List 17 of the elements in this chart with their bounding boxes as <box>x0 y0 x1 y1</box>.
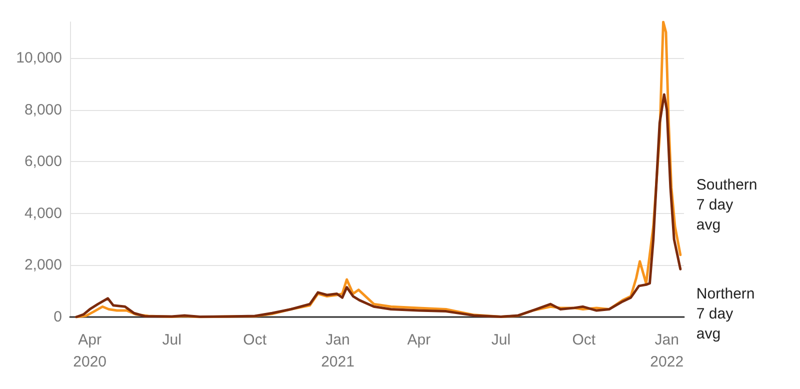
line-series <box>75 93 682 318</box>
y-tick-label: 6,000 <box>24 153 62 170</box>
x-tick-label: Apr <box>407 332 431 348</box>
y-tick-label: 10,000 <box>16 50 62 67</box>
y-tick-label: 2,000 <box>24 256 62 274</box>
x-tick-label: Oct <box>572 332 596 348</box>
series-label: Southern 7 day avg <box>696 176 758 234</box>
x-tick-label: Jan 2022 <box>650 332 684 370</box>
y-tick-label: 8,000 <box>24 101 62 118</box>
y-tick-label: 0 <box>54 308 62 326</box>
x-tick-label: Jan 2021 <box>321 332 354 370</box>
series-label: Northern 7 day avg <box>696 286 755 343</box>
x-tick-label: Jul <box>162 332 182 348</box>
y-tick-label: 4,000 <box>24 204 62 222</box>
x-tick-label: Oct <box>243 332 268 348</box>
x-tick-label: Apr 2020 <box>73 332 107 370</box>
x-tick-label: Jul <box>491 332 511 348</box>
